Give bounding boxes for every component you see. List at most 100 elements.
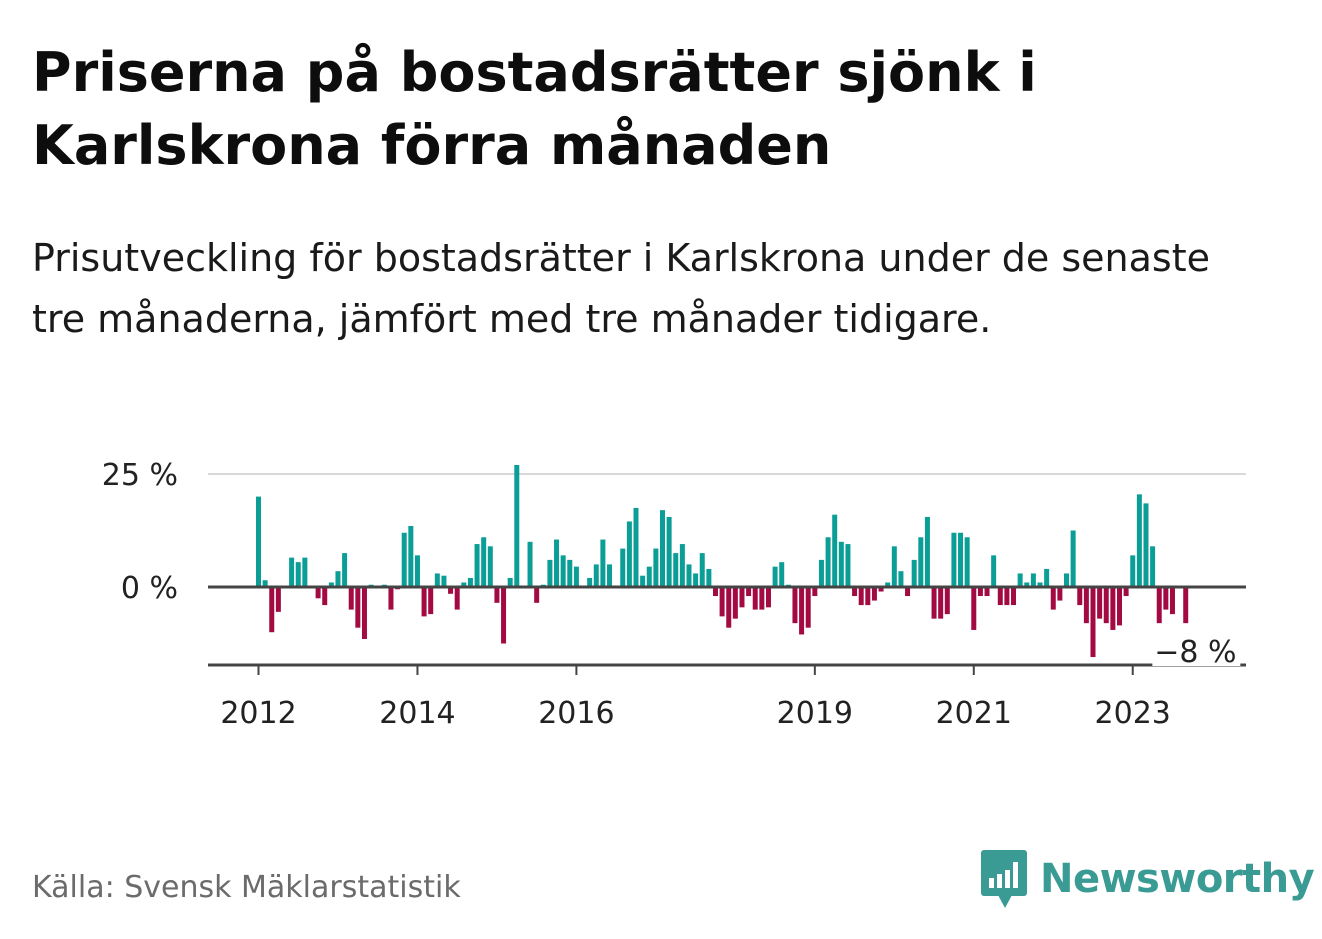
bar: [799, 587, 805, 635]
bar: [501, 587, 507, 644]
bar: [474, 544, 480, 587]
bar: [414, 555, 420, 587]
bar: [1130, 555, 1136, 587]
bar: [494, 587, 500, 603]
bar: [818, 559, 824, 587]
bar: [295, 562, 301, 587]
bar: [454, 587, 460, 610]
bar: [1083, 587, 1089, 624]
x-tick-label: 2016: [538, 696, 614, 731]
bar: [1077, 587, 1083, 606]
bar: [640, 575, 646, 587]
bar: [448, 587, 454, 594]
bar: [812, 587, 818, 597]
bar: [971, 587, 977, 630]
bar: [719, 587, 725, 617]
bar: [1030, 573, 1036, 587]
bar: [911, 559, 917, 587]
bar: [547, 559, 553, 587]
annotation-background: [1152, 636, 1241, 666]
bar: [481, 537, 487, 587]
x-tick-label: 2023: [1095, 696, 1171, 731]
bar: [852, 587, 858, 597]
bar: [865, 587, 871, 606]
page-title: Priserna på bostadsrätter sjönk i Karlsk…: [32, 41, 1037, 177]
bar: [256, 496, 261, 587]
bar: [838, 541, 844, 587]
bar: [845, 544, 851, 587]
bar: [805, 587, 811, 628]
bar: [302, 557, 308, 587]
bar: [905, 587, 911, 597]
bar: [1011, 587, 1017, 606]
bar: [686, 564, 692, 587]
bar: [1024, 582, 1030, 587]
bar: [1123, 587, 1129, 597]
bar: [534, 587, 540, 603]
bar: [408, 525, 414, 587]
bar: [832, 514, 838, 587]
bar: [587, 577, 593, 587]
bar: [1150, 546, 1156, 587]
bar: [1183, 587, 1189, 624]
bar: [964, 537, 970, 587]
bar: [620, 548, 626, 587]
bar: [765, 587, 771, 608]
bar: [699, 553, 705, 587]
x-tick-label: 2012: [220, 696, 296, 731]
bar: [434, 573, 440, 587]
bar: [527, 541, 533, 587]
bar: [825, 537, 831, 587]
bar: [514, 464, 520, 587]
bar: [560, 555, 566, 587]
bar: [1057, 587, 1063, 601]
bar: [342, 553, 348, 587]
bar: [938, 587, 944, 619]
bar: [1097, 587, 1103, 619]
x-tick-label: 2019: [777, 696, 853, 731]
bar: [487, 546, 493, 587]
bar: [269, 587, 275, 633]
bar: [653, 548, 659, 587]
bar: [1037, 582, 1043, 587]
bar: [355, 587, 361, 628]
bar: [732, 587, 738, 619]
bar: [1116, 587, 1122, 626]
bar: [600, 539, 606, 587]
bar: [1050, 587, 1056, 610]
bar: [1004, 587, 1010, 606]
bar: [984, 587, 990, 597]
bar: [792, 587, 798, 624]
bar: [666, 516, 672, 587]
bar: [467, 577, 473, 587]
newsworthy-logo[interactable]: Newsworthy: [980, 848, 1315, 910]
bar: [1103, 587, 1109, 624]
bar: [593, 564, 599, 587]
last-value-label: −8 %: [1154, 635, 1236, 670]
bar: [673, 553, 679, 587]
brand-name: Newsworthy: [1040, 856, 1315, 902]
bar: [461, 582, 467, 587]
bar-chart: 25 % 0 % 2012 2014 2016 2019 2021 2023 −8 %: [102, 458, 1246, 731]
bar: [977, 587, 983, 597]
bar: [322, 587, 328, 606]
x-tick-label: 2014: [379, 696, 455, 731]
bar: [1044, 568, 1050, 587]
bar: [1156, 587, 1162, 624]
bar: [924, 516, 930, 587]
bar: [958, 532, 964, 587]
bar: [607, 564, 613, 587]
source-note: Källa: Svensk Mäklarstatistik: [32, 870, 461, 905]
bar: [507, 577, 513, 587]
bar: [388, 587, 394, 610]
bar: [779, 562, 785, 587]
bar: [660, 510, 666, 587]
x-tick-label: 2021: [936, 696, 1012, 731]
bar: [931, 587, 937, 619]
bar: [752, 587, 758, 610]
bar: [315, 587, 321, 599]
bar: [679, 544, 685, 587]
bar: [335, 571, 341, 587]
bar: [441, 575, 447, 587]
bar: [712, 587, 718, 597]
